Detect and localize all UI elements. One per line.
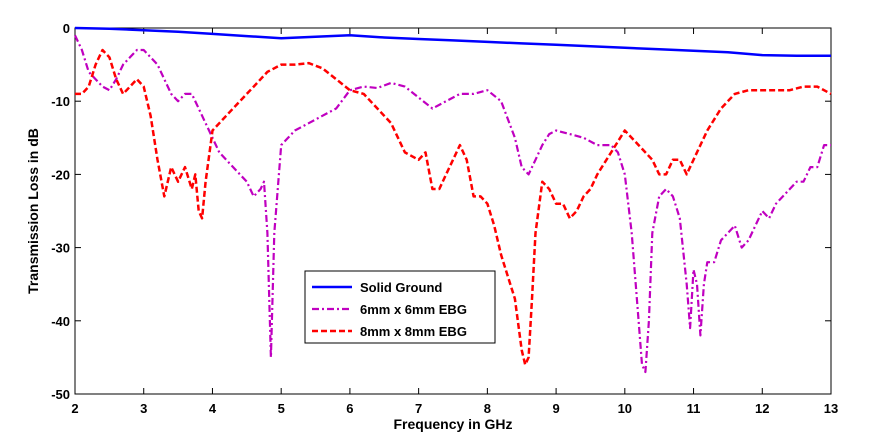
series-layer [74,26,832,374]
axis-ticks: 2 3 4 5 6 7 8 9 10 11 12 13 0 -10 -20 -30 -40 -50 [51,21,838,416]
x-tick-label: 7 [415,401,422,416]
y-tick-label: -10 [51,94,70,109]
y-tick-label: -50 [51,387,70,402]
x-tick-label: 10 [618,401,632,416]
legend: Solid Ground 6mm x 6mm EBG 8mm x 8mm EBG [304,270,496,344]
legend-label: Solid Ground [360,280,442,295]
x-tick-label: 3 [140,401,147,416]
x-tick-label: 9 [552,401,559,416]
x-tick-label: 5 [278,401,285,416]
y-tick-label: -20 [51,167,70,182]
x-tick-label: 4 [209,401,217,416]
x-tick-label: 11 [687,401,701,416]
y-tick-label: -40 [51,314,70,329]
legend-label: 6mm x 6mm EBG [360,302,467,317]
series-line-3 [75,48,832,366]
x-tick-label: 8 [484,401,491,416]
y-tick-label: -30 [51,241,70,256]
x-tick-label: 13 [824,401,838,416]
y-axis-title: Transmission Loss in dB [25,128,41,294]
x-tick-label: 12 [755,401,769,416]
y-tick-label: 0 [63,21,70,36]
series-line-2 [74,34,831,374]
x-tick-label: 2 [71,401,78,416]
x-tick-label: 6 [346,401,353,416]
series-line-1 [74,26,831,58]
legend-label: 8mm x 8mm EBG [360,324,467,339]
legend-box [304,270,496,344]
x-axis-title: Frequency in GHz [393,416,512,432]
